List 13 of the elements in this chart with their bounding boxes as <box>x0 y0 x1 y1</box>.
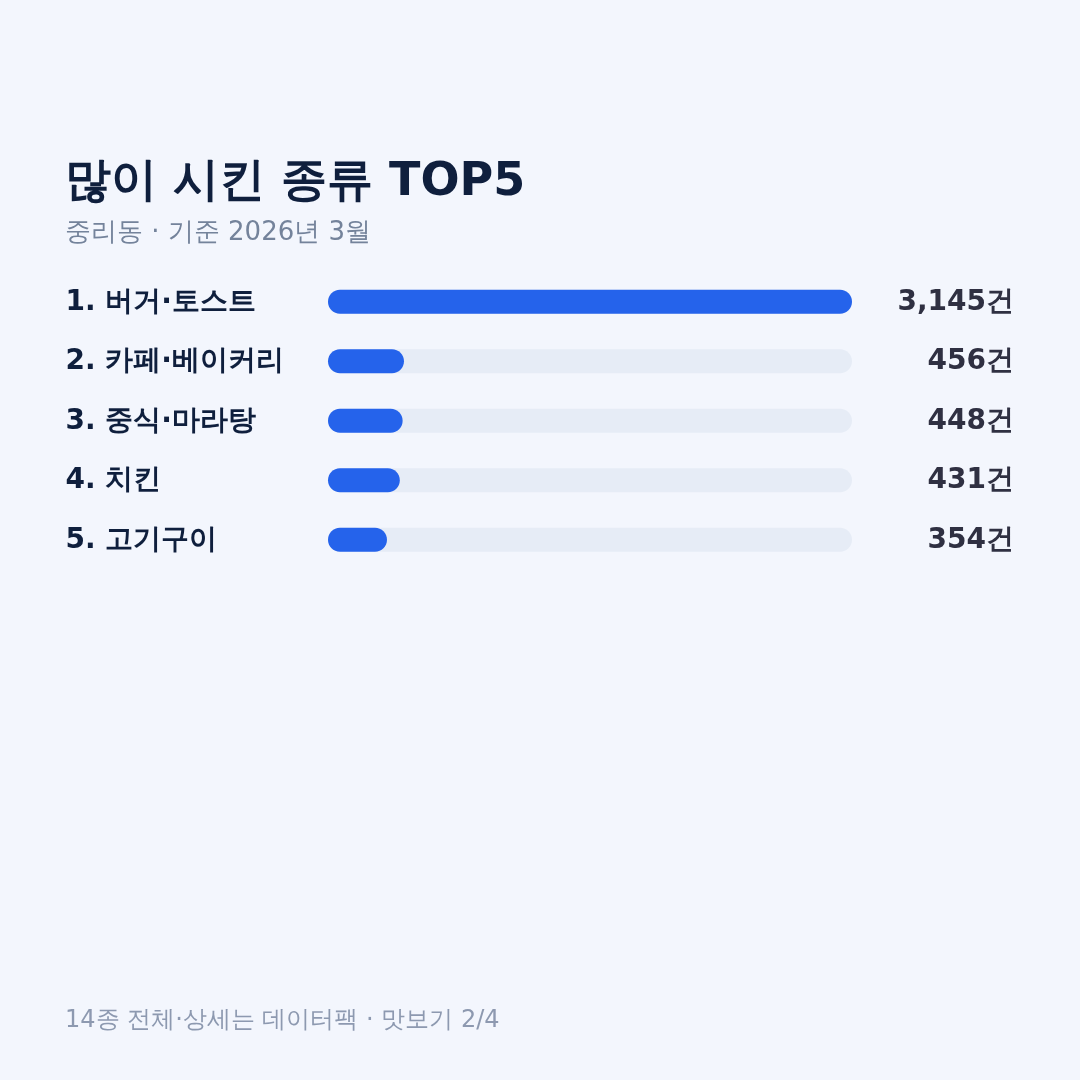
chart-subtitle: 중리동 · 기준 2026년 3월 <box>65 216 372 246</box>
y-tick-label: 2. 카페·베이커리 <box>65 343 285 377</box>
data-label: 456건 <box>927 343 1014 377</box>
chart-title: 많이 시킨 종류 TOP5 <box>65 152 526 206</box>
data-label: 448건 <box>927 402 1014 436</box>
y-tick-label: 4. 치킨 <box>65 462 162 496</box>
data-label: 431건 <box>927 462 1014 496</box>
y-tick-label: 1. 버거·토스트 <box>65 283 257 317</box>
data-label: 3,145건 <box>897 283 1014 317</box>
y-tick-label: 5. 고기구이 <box>65 521 218 555</box>
y-tick-label: 3. 중식·마라탕 <box>65 402 257 436</box>
text: 14종 전체·상세는 데이터팩 · 맛보기 2/4 <box>65 1005 500 1033</box>
data-label: 354건 <box>927 521 1014 555</box>
